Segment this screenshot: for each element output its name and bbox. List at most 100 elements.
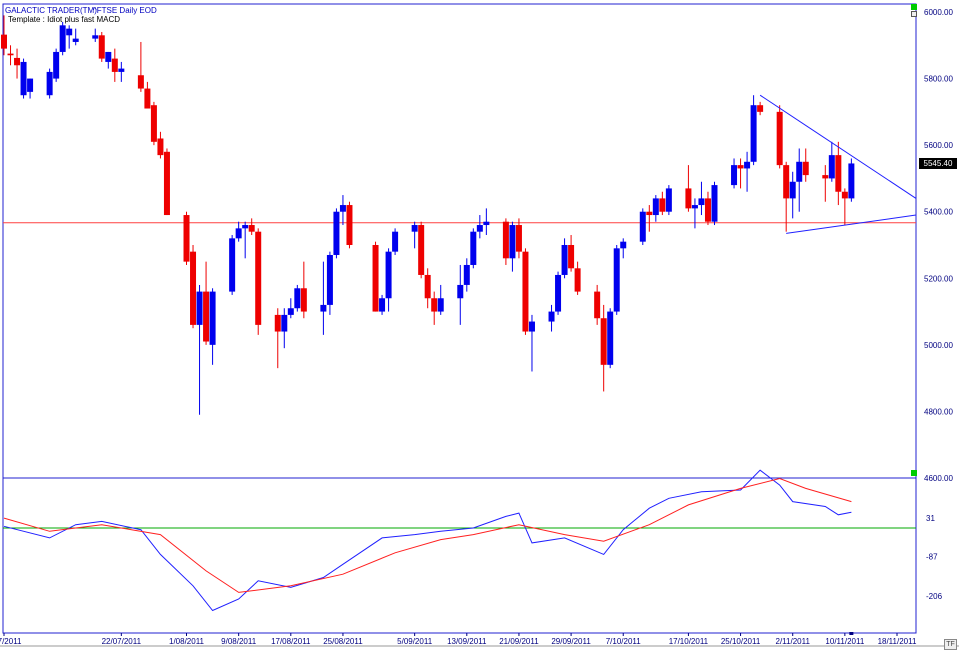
candle-body — [744, 161, 751, 169]
trend-line[interactable] — [786, 214, 917, 234]
candle-body — [137, 75, 144, 89]
candle — [183, 211, 190, 265]
candle-body — [320, 304, 327, 312]
candle-body — [242, 225, 249, 229]
candle-body — [235, 228, 242, 239]
candle-body — [392, 231, 399, 252]
candle — [150, 101, 157, 146]
macd-frame — [2, 477, 917, 634]
candle-body — [613, 248, 620, 312]
candle — [483, 208, 490, 236]
candle-body — [639, 211, 646, 242]
price-pane-marker[interactable] — [911, 4, 917, 10]
candle-body — [144, 88, 151, 109]
candle-body — [59, 25, 66, 52]
date-tick-label: 18/11/2011 — [878, 637, 917, 646]
candle — [796, 148, 803, 212]
candle — [163, 148, 170, 216]
trend-line[interactable] — [759, 94, 917, 199]
template-label: Template : Idiot plus fast MACD — [8, 15, 121, 24]
candle-body — [594, 291, 601, 319]
candle-body — [163, 151, 170, 216]
candle — [757, 101, 764, 116]
date-tick-label: 22/07/2011 — [102, 637, 142, 646]
candle — [372, 241, 379, 312]
candle — [190, 245, 197, 329]
macd-pane-marker[interactable] — [911, 470, 917, 476]
candle-body — [27, 78, 34, 92]
candle-body — [652, 198, 659, 216]
candle-body — [411, 225, 418, 232]
candle-body — [20, 61, 27, 96]
tf-button[interactable]: TF — [944, 639, 957, 650]
candle — [255, 228, 262, 335]
candle-body — [326, 254, 333, 305]
candle-body — [346, 205, 353, 245]
candle — [1, 15, 7, 56]
collapse-icon[interactable] — [911, 11, 917, 17]
candle — [620, 238, 627, 259]
candle — [665, 185, 672, 216]
candle-body — [190, 251, 197, 325]
candle — [594, 284, 601, 325]
candle-body — [731, 165, 738, 186]
candle — [20, 58, 27, 99]
candle — [835, 141, 842, 206]
candle — [118, 61, 125, 82]
candle — [639, 208, 646, 245]
candle-body — [294, 288, 301, 309]
candle — [333, 208, 340, 259]
candle-body — [281, 314, 288, 332]
date-axis: 4/07/2011 22/07/2011 1/08/2011 9/08/2011 17/… — [0, 632, 917, 646]
candle — [783, 161, 790, 232]
candle-body — [300, 288, 307, 312]
candle-body — [502, 221, 509, 259]
candle — [522, 248, 529, 335]
candle — [737, 158, 744, 189]
candle-body — [437, 298, 444, 312]
price-tag: 5545.40 — [919, 158, 957, 169]
candle — [463, 258, 470, 292]
candle-body — [92, 35, 99, 39]
candle — [98, 31, 105, 62]
candle-body — [665, 188, 672, 212]
candle — [66, 25, 73, 49]
candle-body — [757, 105, 764, 112]
price-frame — [2, 3, 917, 479]
candle — [698, 181, 705, 216]
candle-body — [111, 58, 118, 72]
candle — [561, 238, 568, 279]
candle-body — [287, 308, 294, 315]
candle — [470, 228, 477, 269]
candle-body — [711, 185, 718, 222]
candle-body — [105, 51, 112, 62]
date-tick-label: 21/09/2011 — [499, 637, 539, 646]
price-axis-tick: 5600.00 — [924, 141, 953, 150]
price-pane: 6000.00 5800.00 5600.00 5400.00 5200.00 5000.… — [1, 3, 953, 483]
candle — [294, 284, 301, 312]
macd-pane: 31 -87 -206 — [2, 469, 943, 634]
candle-body — [196, 291, 203, 325]
date-tick-label: 10/11/2011 — [825, 637, 864, 646]
candle — [14, 48, 21, 79]
candle — [431, 291, 438, 325]
candle — [346, 201, 353, 249]
date-tick-label: 25/08/2011 — [323, 637, 363, 646]
date-tick-label: 2/11/2011 — [776, 637, 811, 646]
candle — [92, 28, 99, 42]
candle — [235, 221, 242, 242]
candle-body — [229, 238, 236, 292]
candle-body — [418, 225, 425, 275]
candle-body — [385, 251, 392, 299]
candle — [339, 195, 346, 226]
candle-body — [646, 211, 653, 216]
candle — [320, 261, 327, 335]
symbol-title: ^FTSE Daily EOD — [93, 6, 157, 15]
candle — [607, 308, 614, 369]
date-tick-label: 29/09/2011 — [551, 637, 591, 646]
candle-body — [1, 34, 7, 49]
candle-body — [457, 284, 464, 299]
candle — [822, 165, 829, 202]
price-axis-tick: 4800.00 — [924, 407, 953, 416]
candle — [502, 218, 509, 265]
